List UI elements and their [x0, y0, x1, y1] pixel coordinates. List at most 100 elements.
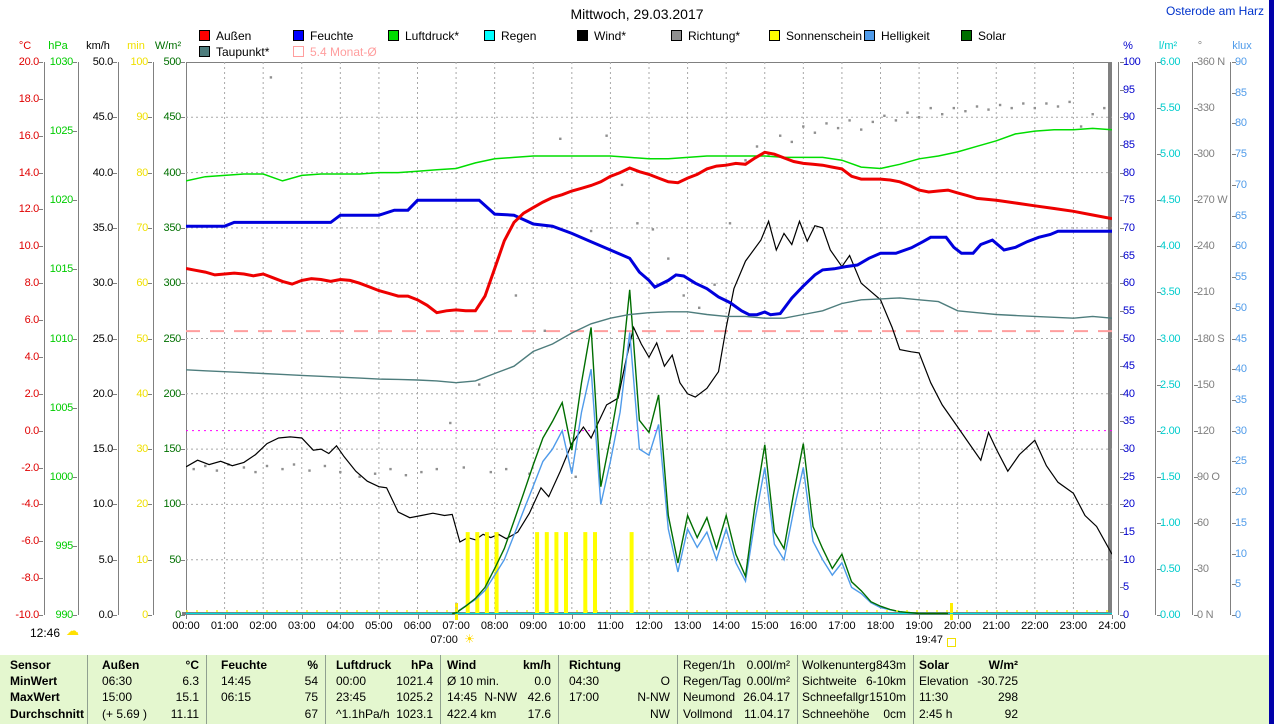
x-axis-label: 10:00: [558, 620, 586, 632]
axis-tick: [1194, 430, 1198, 432]
x-axis-tick: [378, 615, 380, 619]
axis-tick: [1232, 307, 1236, 309]
axis-tick-label: 150: [1197, 378, 1215, 391]
axis-tick-label: 200: [163, 387, 182, 400]
axis-tick: [181, 283, 185, 285]
axis-tick: [148, 504, 152, 506]
axis-tick: [39, 320, 43, 322]
x-axis-tick: [263, 615, 265, 619]
table-cell-richtung: N-NW: [637, 690, 670, 704]
plot-area[interactable]: [186, 62, 1112, 615]
axis-tick-label: 30.0: [92, 277, 114, 290]
axis-tick: [1194, 522, 1198, 524]
axis-tick: [1194, 246, 1198, 248]
legend-swatch-regen-icon: [484, 30, 495, 41]
x-axis-label: 15:00: [750, 620, 779, 632]
table-separator: [206, 655, 207, 724]
axis-tick: [73, 545, 77, 547]
x-axis-tick: [1073, 615, 1075, 619]
table-cell-aussen: 15.1: [175, 690, 199, 704]
axis-tick: [1232, 246, 1236, 248]
axis-tick: [1194, 108, 1198, 110]
axis-tick: [113, 117, 117, 119]
table-cell-wind: 14:45: [447, 690, 478, 704]
axis-line-kmh: [118, 62, 119, 615]
table-cell-luftdruck: 00:00: [336, 674, 367, 688]
axis-tick: [1120, 144, 1124, 146]
x-axis-tick: [919, 615, 921, 619]
table-cell-luftdruck: 1025.2: [396, 690, 433, 704]
x-axis-tick: [533, 615, 535, 619]
table-cell-luftdruck: 23:45: [336, 690, 367, 704]
sunrise-time: 07:00: [430, 634, 458, 646]
axis-tick: [148, 117, 152, 119]
table-separator: [440, 655, 441, 724]
axis-tick-label: 30: [1123, 443, 1135, 456]
table-cell-richtung: O: [660, 674, 670, 688]
table-cell-luftdruck: Luftdruck: [336, 658, 392, 672]
table-separator: [797, 655, 798, 724]
axis-tick-label: 35.0: [92, 221, 114, 234]
table-cell-solar: 2:45 h: [919, 707, 953, 721]
axis-tick: [1232, 62, 1236, 63]
series-helligkeit: [452, 332, 943, 615]
axis-tick: [1120, 615, 1124, 616]
axis-tick-label: 85: [1123, 138, 1135, 151]
axis-tick-label: 70: [1123, 221, 1135, 234]
axis-tick-label: 30: [136, 443, 148, 456]
axis-tick-label: 5.50: [1160, 102, 1181, 115]
legend-label: Sonnenschein: [786, 29, 863, 43]
axis-tick: [1232, 553, 1236, 555]
x-axis-label: 14:00: [712, 620, 740, 632]
axis-tick-label: 50: [1123, 332, 1135, 345]
axis-tick-label: 95: [1123, 83, 1135, 96]
axis-tick-label: 90 O: [1197, 470, 1220, 483]
axis-tick: [1120, 255, 1124, 257]
table-cell-feuchte: 54: [304, 674, 318, 688]
axis-tick-label: 18.0: [18, 92, 40, 105]
axis-tick: [113, 172, 117, 174]
table-cell-richtung: Richtung: [569, 658, 621, 672]
axis-tick-label: 400: [163, 166, 182, 179]
axis-tick: [1194, 338, 1198, 340]
axis-tick: [181, 172, 185, 174]
axis-tick-label: 300: [163, 277, 182, 290]
axis-tick-label: 40: [1235, 363, 1247, 376]
axis-tick: [1232, 615, 1236, 616]
axis-tick-label: 4.50: [1160, 194, 1181, 207]
axis-header-deg: °: [1197, 40, 1203, 52]
axis-tick-label: 90: [1123, 111, 1135, 124]
table-cell-feuchte: %: [307, 658, 318, 672]
axis-tick-label: 15: [1123, 526, 1135, 539]
axis-tick-label: -6.0: [21, 535, 39, 548]
axis-tick: [148, 227, 152, 229]
axis-tick-label: 100: [1123, 56, 1141, 68]
table-cell-regen-mond: 11.04.17: [744, 707, 790, 721]
axis-tick-label: 6.0: [24, 314, 40, 327]
axis-header-temp: °C: [18, 40, 32, 52]
axis-tick: [1157, 246, 1161, 248]
axis-tick: [1232, 461, 1236, 463]
axis-tick-label: 80: [1123, 166, 1135, 179]
grid-lines: [186, 62, 1112, 612]
axis-tick: [1194, 154, 1198, 156]
reference-lines: [186, 330, 1112, 432]
axis-line-temp: [44, 62, 45, 615]
table-cell-atmosphaere: Wolkenunterg: [802, 658, 876, 672]
axis-tick: [113, 449, 117, 451]
axis-tick: [148, 615, 152, 616]
axis-tick: [181, 62, 185, 63]
axis-tick: [1157, 615, 1161, 616]
x-axis-label: 07:00: [442, 620, 470, 632]
axis-tick-label: 1.00: [1160, 516, 1181, 529]
stats-table: Sensor MinWert MaxWert Durchschnitt Außen °C 0…: [0, 655, 1270, 724]
axis-tick-label: 3.50: [1160, 286, 1181, 299]
axis-tick-label: 60: [1123, 277, 1135, 290]
sunset-tick: [950, 603, 954, 620]
axis-tick: [148, 559, 152, 561]
table-cell-regen-mond: Regen/1h: [683, 658, 736, 672]
axis-tick-label: 90: [136, 111, 148, 124]
axis-tick: [1232, 369, 1236, 371]
axis-tick: [1157, 522, 1161, 524]
axis-tick-label: -4.0: [21, 498, 39, 511]
